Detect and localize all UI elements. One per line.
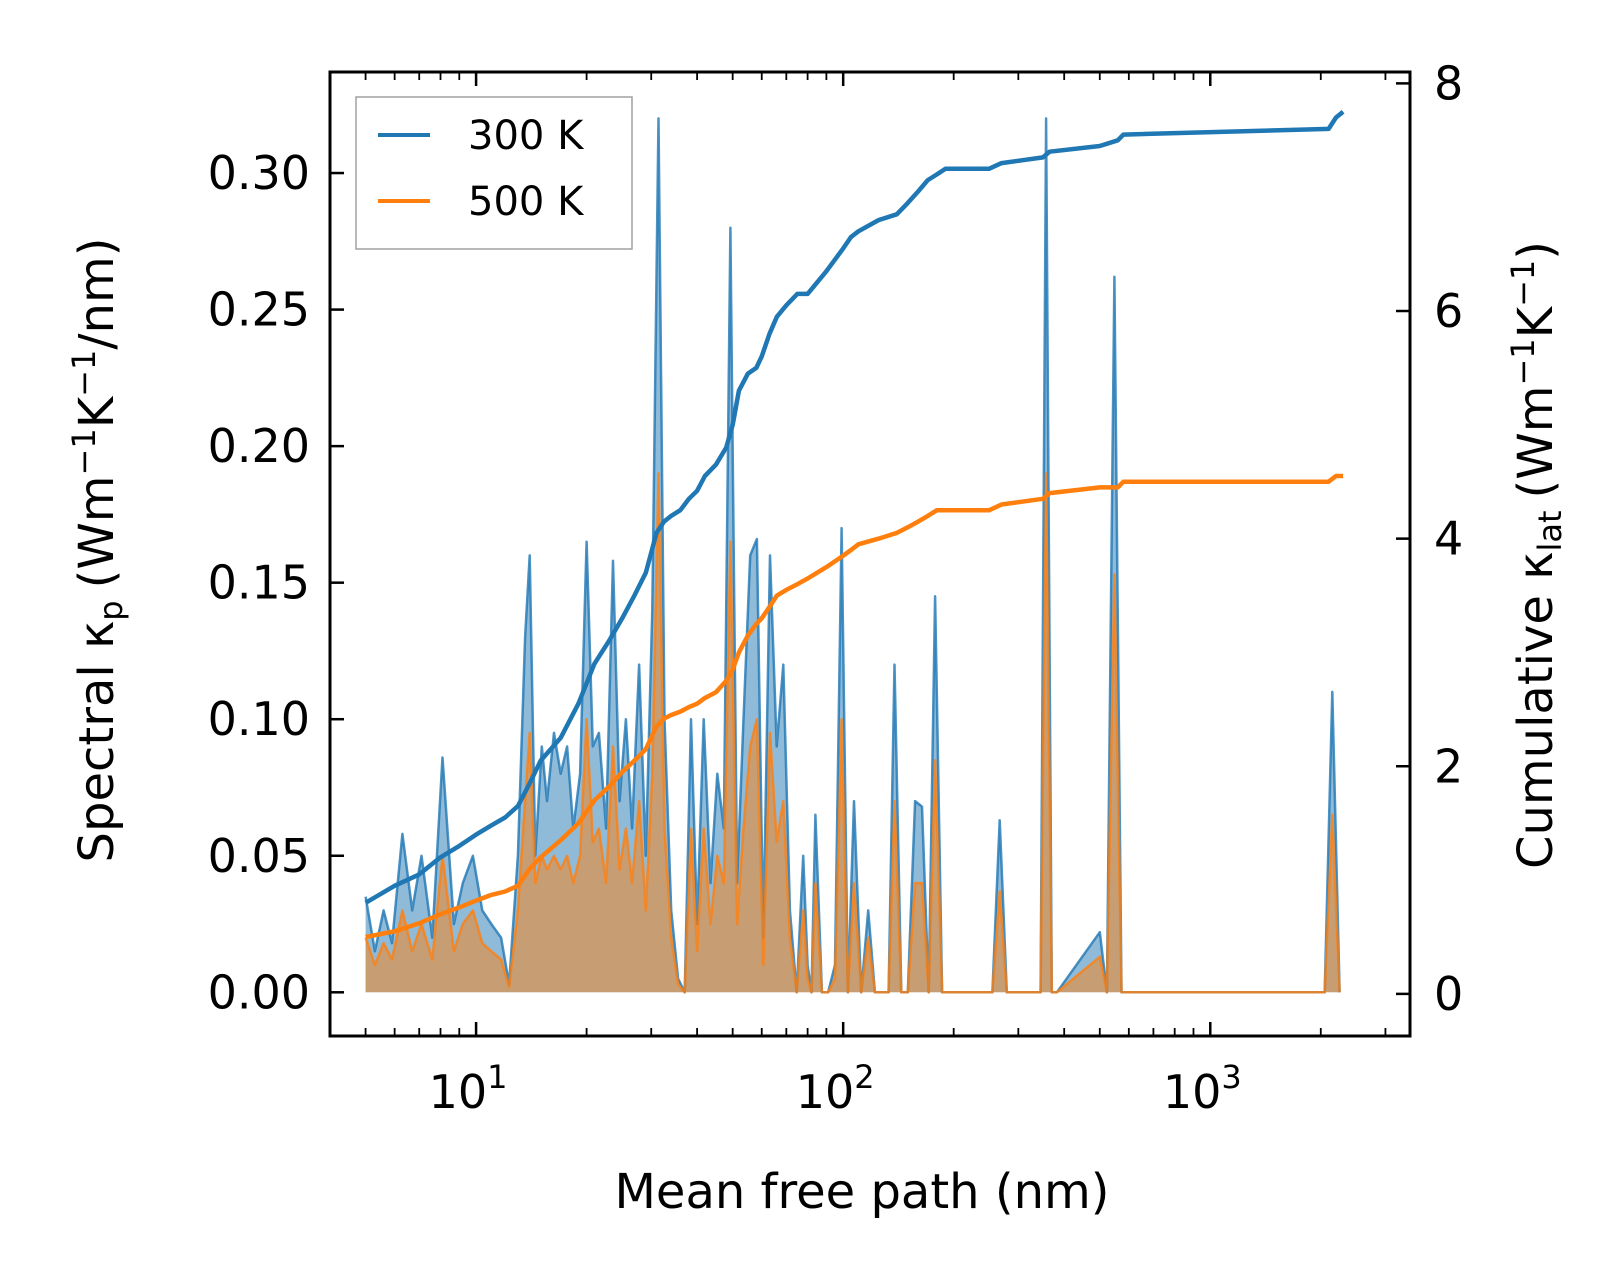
y-left-tick-label: 0.05 [208, 829, 310, 883]
y-right-tick-label: 6 [1434, 284, 1463, 338]
x-tick-label: 102 [796, 1058, 875, 1119]
y-left-tick-label: 0.20 [208, 419, 310, 473]
x-tick-label-exp: 2 [854, 1058, 874, 1096]
y-left-label-sup2: −1 [65, 350, 103, 397]
y-left-tick-label: 0.10 [208, 692, 310, 746]
y-right-tick-label: 0 [1434, 967, 1463, 1021]
cumulative-lines [364, 110, 1345, 940]
y-right-label-sup2: −1 [1504, 260, 1542, 307]
y-left-tick-label: 0.15 [208, 556, 310, 610]
y-left-label-base: Spectral κ [69, 621, 125, 863]
y-left-label-sub: p [92, 600, 130, 620]
y-left-label-unit-pre: (Wm [69, 475, 125, 588]
cumulative-line-300k [364, 110, 1345, 905]
y-left-label-unit-post: /nm) [69, 238, 125, 350]
x-tick-label-base: 10 [429, 1065, 488, 1119]
spectral-line-300k [364, 117, 1341, 994]
legend-box [355, 96, 633, 250]
spectral-area-300k [365, 118, 1340, 993]
spectral-area-500k [365, 473, 1340, 993]
x-tick-label-exp: 3 [1221, 1058, 1241, 1096]
x-tick-label-base: 10 [1163, 1065, 1222, 1119]
legend-label-300k: 300 K [468, 113, 585, 159]
y-right-label-sub: lat [1531, 510, 1569, 551]
cumulative-line-500k [365, 473, 1344, 940]
y-right-tick-label: 8 [1434, 56, 1463, 110]
spectral-lines [364, 117, 1341, 994]
x-axis-label: Mean free path (nm) [615, 1164, 1110, 1220]
legend: 300 K 500 K [355, 96, 633, 250]
y-axis-label-right: Cumulative κlat(Wm−1K−1) [1504, 241, 1569, 869]
y-left-label-sup1: −1 [65, 428, 103, 475]
y-left-label-unit-mid: K [69, 395, 125, 428]
y-left-tick-label: 0.00 [208, 965, 310, 1019]
y-right-label-base: Cumulative κ [1508, 552, 1564, 870]
y-right-label-unit-pre: (Wm [1508, 386, 1564, 499]
y-right-label-unit-mid: K [1508, 305, 1564, 338]
y-left-tick-label: 0.30 [208, 146, 310, 200]
x-tick-label: 101 [429, 1058, 508, 1119]
y-left-tick-label: 0.25 [208, 283, 310, 337]
axis-ticks: 101 102 1030.000.050.100.150.200.250.30024… [208, 56, 1464, 1119]
x-tick-label: 103 [1163, 1058, 1242, 1119]
y-right-label-unit-post: ) [1508, 241, 1564, 260]
y-right-tick-label: 2 [1434, 739, 1463, 793]
y-right-tick-label: 4 [1434, 512, 1463, 566]
y-axis-label-left: Spectral κp(Wm−1K−1/nm) [65, 238, 130, 863]
x-tick-label-exp: 1 [487, 1058, 507, 1096]
legend-label-500k: 500 K [468, 179, 585, 225]
spectral-line-500k [364, 472, 1341, 994]
spectral-areas [365, 118, 1340, 993]
y-right-label-sup1: −1 [1504, 338, 1542, 385]
plot-frame [328, 70, 1412, 1038]
x-tick-label-base: 10 [796, 1065, 855, 1119]
